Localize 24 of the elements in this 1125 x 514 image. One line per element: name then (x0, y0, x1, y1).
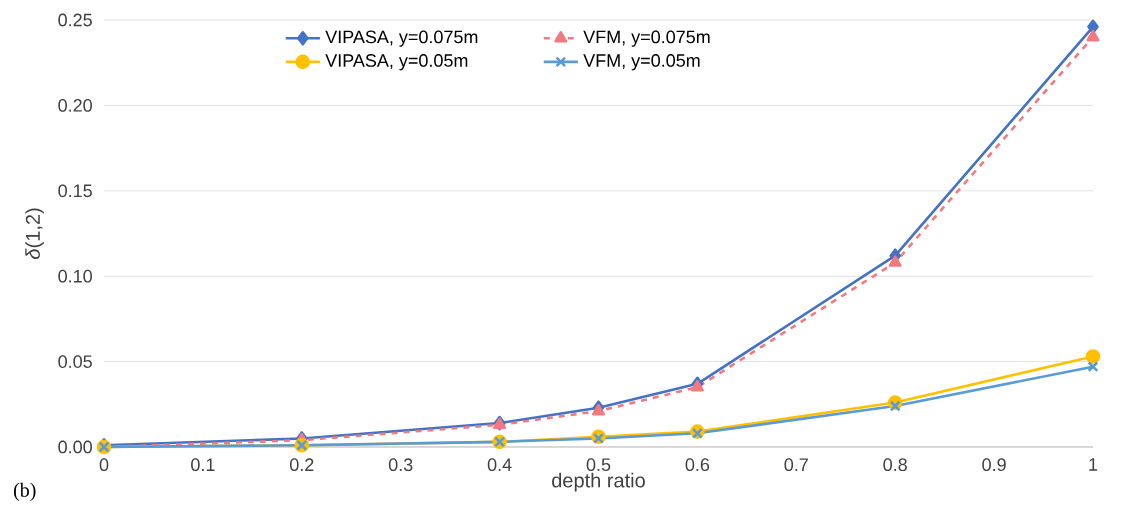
legend-label: VFM, y=0.075m (583, 30, 710, 47)
legend-label: VFM, y=0.05m (583, 54, 700, 71)
x-tick-label: 0.6 (685, 458, 710, 472)
y-tick-label: 0.20 (58, 99, 92, 112)
x-tick-label: 0.2 (289, 458, 314, 472)
legend-label: VIPASA, y=0.075m (325, 30, 478, 47)
x-tick-label: 0.1 (191, 458, 215, 472)
text: (b) (13, 482, 36, 501)
x-tick-label: 0.3 (388, 458, 413, 472)
x-tick-label: 1 (1089, 458, 1098, 471)
x-tick-label: 0.9 (982, 458, 1006, 472)
y-tick-label: 0.25 (58, 13, 92, 27)
y-tick-label: 0.15 (58, 184, 92, 198)
x-tick-label: 0 (99, 458, 109, 472)
y-axis-title: δ(1,2) (25, 208, 44, 260)
y-tick-label: 0.05 (58, 355, 92, 368)
x-tick-label: 0.7 (784, 458, 808, 472)
y-tick-label: 0.00 (58, 440, 92, 454)
x-axis-title: depth ratio (552, 472, 645, 492)
legend-label: VIPASA, y=0.05m (325, 54, 468, 71)
x-tick-label: 0.5 (586, 458, 611, 472)
x-tick-label: 0.4 (487, 458, 512, 472)
x-tick-label: 0.8 (883, 458, 907, 472)
y-tick-label: 0.10 (58, 269, 92, 283)
